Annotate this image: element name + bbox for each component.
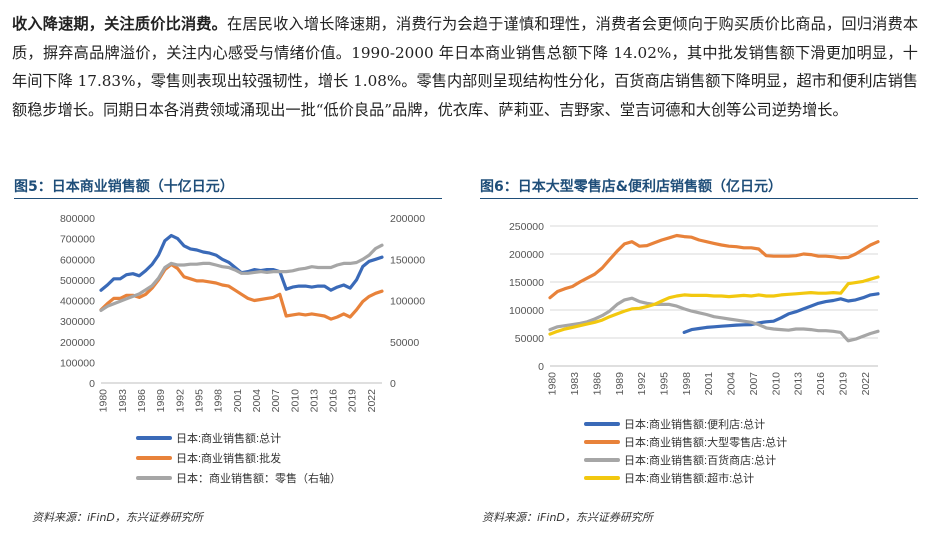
fig5-y-tick: 100000 xyxy=(60,357,95,369)
fig6-x-tick: 1986 xyxy=(591,372,603,396)
fig6-x-tick: 2010 xyxy=(770,372,782,396)
fig5-x-tick: 2013 xyxy=(308,389,320,413)
fig5-x-tick: 2004 xyxy=(251,389,263,413)
fig6-y-tick: 100000 xyxy=(509,305,544,317)
fig5-x-tick: 2007 xyxy=(270,389,282,413)
fig6-x-tick: 2004 xyxy=(726,372,738,396)
fig6-y-tick: 0 xyxy=(538,361,544,373)
fig5-x-tick: 1992 xyxy=(174,389,186,413)
fig5-legend-label-1: 日本:商业销售额:总计 xyxy=(176,431,281,445)
fig6-x-tick: 1998 xyxy=(681,372,693,396)
fig6-x-tick: 1992 xyxy=(636,372,648,396)
fig5-y-tick: 400000 xyxy=(60,296,95,308)
paragraph-lead: 收入降速期，关注质价比消费。 xyxy=(12,15,228,33)
fig6-x-tick: 1995 xyxy=(658,372,670,396)
fig6-x-tick: 2007 xyxy=(748,372,760,396)
fig6-legend-label-1: 日本:商业销售额:便利店:总计 xyxy=(624,417,765,431)
fig5-y2-tick: 100000 xyxy=(390,296,425,308)
fig5-x-tick: 2010 xyxy=(289,389,301,413)
fig6-x-tick: 1989 xyxy=(614,372,626,396)
figure6-title: 图6：日本大型零售店&便利店销售额（亿日元） xyxy=(480,179,782,195)
fig5-x-tick: 2001 xyxy=(232,389,244,413)
fig5-y2-tick: 0 xyxy=(390,378,396,390)
fig5-legend-label-2: 日本:商业销售额:批发 xyxy=(176,451,281,465)
fig5-y-tick: 600000 xyxy=(60,254,95,266)
figure5-title: 图5：日本商业销售额（十亿日元） xyxy=(14,179,234,195)
fig5-y2-tick: 150000 xyxy=(390,254,425,266)
fig5-x-tick: 1983 xyxy=(117,389,129,413)
fig5-x-tick: 1995 xyxy=(193,389,205,413)
fig6-x-tick: 2001 xyxy=(703,372,715,396)
intro-paragraph: 收入降速期，关注质价比消费。在居民收入增长降速期，消费行为会趋于谨慎和理性，消费… xyxy=(12,10,918,124)
fig5-y-tick: 500000 xyxy=(60,275,95,287)
chart-figure5: 0100000200000300000400000500000600000700… xyxy=(60,213,425,485)
figure5-title-rule xyxy=(14,198,442,199)
fig5-y-tick: 200000 xyxy=(60,337,95,349)
fig6-x-tick: 2013 xyxy=(793,372,805,396)
fig5-x-tick: 1980 xyxy=(98,389,110,413)
figure6-title-rule xyxy=(480,198,918,199)
fig5-legend-label-3: 日本：商业销售额：零售（右轴） xyxy=(176,471,341,485)
fig6-x-tick: 2016 xyxy=(815,372,827,396)
fig6-series-line-4 xyxy=(548,275,880,336)
fig5-x-tick: 2019 xyxy=(347,389,359,413)
paragraph-body: 在居民收入增长降速期，消费行为会趋于谨慎和理性，消费者会更倾向于购买质价比商品，… xyxy=(12,15,919,119)
fig5-x-tick: 1998 xyxy=(213,389,225,413)
fig5-x-tick: 2022 xyxy=(366,389,378,413)
figure6-source: 资料来源：iFinD，东兴证券研究所 xyxy=(482,511,653,524)
fig6-legend-label-4: 日本:商业销售额:超市:总计 xyxy=(624,471,754,485)
fig5-y2-tick: 50000 xyxy=(390,337,419,349)
fig5-y-tick: 300000 xyxy=(60,316,95,328)
fig6-x-tick: 2019 xyxy=(837,372,849,396)
chart-figure6: 0 50000 100000 150000 200000 250000 1980 1983 19… xyxy=(509,221,880,485)
fig5-y-tick: 700000 xyxy=(60,234,95,246)
fig6-series-line-2 xyxy=(548,233,880,300)
fig5-y-tick: 800000 xyxy=(60,213,95,225)
fig5-y2-tick: 200000 xyxy=(390,213,425,225)
fig6-y-tick: 50000 xyxy=(515,333,544,345)
fig5-x-tick: 2016 xyxy=(328,389,340,413)
fig6-legend-label-3: 日本:商业销售额:百货商店:总计 xyxy=(624,453,776,467)
fig5-x-tick: 1986 xyxy=(136,389,148,413)
fig6-series-line-1 xyxy=(682,292,880,334)
fig6-x-tick: 1980 xyxy=(547,372,559,396)
fig6-legend-label-2: 日本:商业销售额:大型零售店:总计 xyxy=(624,435,787,449)
fig6-y-tick: 200000 xyxy=(509,249,544,261)
fig5-x-tick: 1989 xyxy=(155,389,167,413)
fig6-y-tick: 150000 xyxy=(509,277,544,289)
fig6-x-tick: 1983 xyxy=(569,372,581,396)
fig6-series-line-3 xyxy=(548,296,880,343)
fig5-series-line-2 xyxy=(99,262,384,321)
figure5-source: 资料来源：iFinD，东兴证券研究所 xyxy=(32,511,203,524)
fig5-y-tick: 0 xyxy=(89,378,95,390)
fig5-series-line-3 xyxy=(99,243,384,312)
fig6-y-tick: 250000 xyxy=(509,221,544,233)
fig6-x-tick: 2022 xyxy=(860,372,872,396)
